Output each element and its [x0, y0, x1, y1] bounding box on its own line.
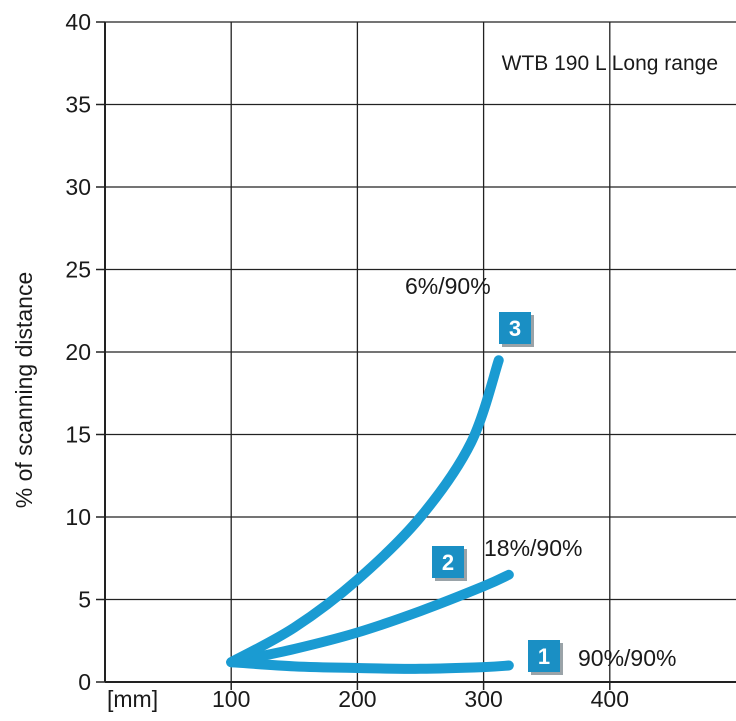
y-tick-label: 0 [78, 669, 91, 695]
badge-3 [499, 312, 531, 344]
y-tick-label: 20 [65, 339, 91, 365]
series-line-2 [226, 569, 514, 668]
x-axis-label: [mm] [107, 686, 158, 712]
y-tick-label: 35 [65, 92, 91, 118]
y-tick-label: 10 [65, 504, 91, 530]
series-line-3 [226, 355, 504, 668]
y-tick-label: 40 [65, 9, 91, 35]
series-label-1: 90%/90% [578, 645, 676, 671]
chart-title: WTB 190 L Long range [502, 52, 718, 75]
x-tick-label: 300 [464, 686, 502, 712]
badge-2 [432, 546, 464, 578]
y-tick-label: 25 [65, 257, 91, 283]
badge-number-3: 3 [509, 316, 521, 341]
badge-number-2: 2 [442, 550, 454, 575]
badge-number-1: 1 [538, 644, 550, 669]
y-axis-label: % of scanning distance [11, 272, 37, 509]
series-lines [226, 355, 514, 674]
axes [96, 21, 736, 690]
series-line-1 [226, 657, 514, 674]
grid-lines [105, 21, 736, 682]
y-tick-label: 5 [78, 587, 91, 613]
badge-1 [528, 640, 560, 672]
x-tick-label: 400 [591, 686, 629, 712]
y-tick-label: 30 [65, 174, 91, 200]
y-tick-label: 15 [65, 422, 91, 448]
x-tick-labels: 100 200 300 400 [212, 686, 629, 712]
series-labels: 1 90%/90% 2 18%/90% 3 6%/90% [405, 273, 676, 675]
series-label-2: 18%/90% [484, 535, 582, 561]
y-tick-labels: 0 5 10 15 20 25 30 35 40 [65, 9, 91, 695]
x-tick-label: 200 [338, 686, 376, 712]
x-tick-label: 100 [212, 686, 250, 712]
series-label-3: 6%/90% [405, 273, 491, 299]
